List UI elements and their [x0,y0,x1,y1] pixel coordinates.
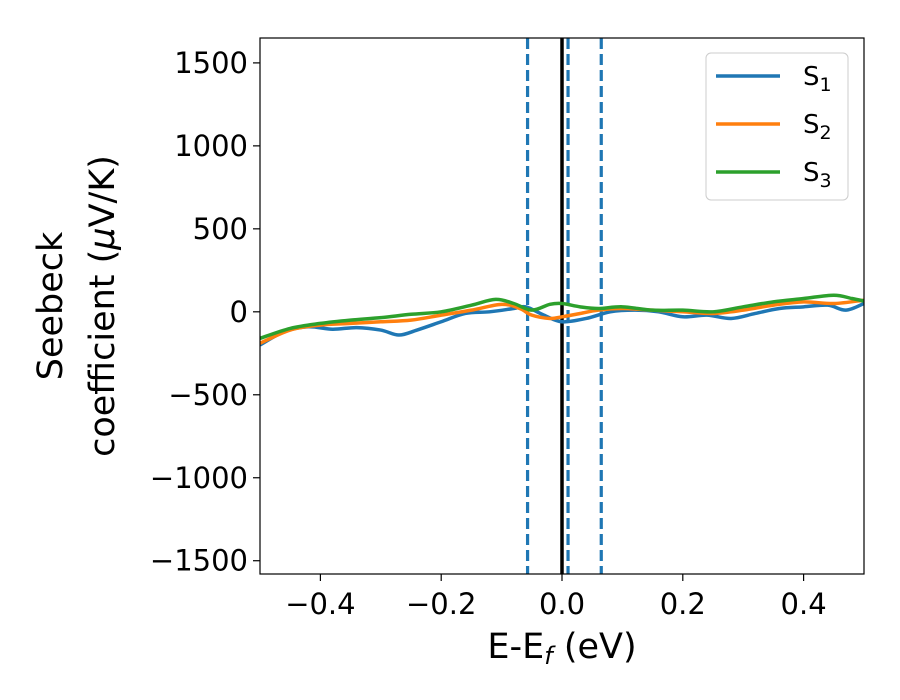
x-tick-label-4: 0.4 [781,587,827,621]
series-line-s2 [260,298,864,345]
y-tick-label-1: −1000 [150,461,248,495]
y-axis-ticks: −1500 −1000 −500 0 500 1000 1500 [150,46,260,578]
reference-lines [525,38,603,574]
y-axis-label-line1: Seebeck [31,231,71,380]
series-lines [260,293,864,347]
y-axis-label: Seebeck coefficient (μV/K) [31,155,123,457]
legend-box [705,52,849,201]
x-tick-label-2: 0.0 [539,587,585,621]
legend-label-s2: S2 [803,110,832,144]
x-axis-label: E-Ef (eV) [487,627,636,670]
x-tick-label-3: 0.2 [660,587,706,621]
x-axis-ticks: −0.4 −0.2 0.0 0.2 0.4 [285,574,827,621]
series-line-s3 [260,293,864,341]
y-tick-label-3: 0 [230,295,248,329]
legend-label-s1: S1 [803,62,832,96]
y-axis-label-line2: coefficient (μV/K) [83,155,123,457]
legend: S1 S2 S3 [705,52,849,201]
y-tick-label-4: 500 [193,212,248,246]
y-tick-label-6: 1500 [174,46,248,80]
y-tick-label-5: 1000 [174,129,248,163]
x-tick-label-0: −0.4 [285,587,355,621]
y-tick-label-0: −1500 [150,544,248,578]
legend-label-s3: S3 [803,158,832,192]
y-tick-label-2: −500 [168,378,248,412]
x-tick-label-1: −0.2 [406,587,476,621]
